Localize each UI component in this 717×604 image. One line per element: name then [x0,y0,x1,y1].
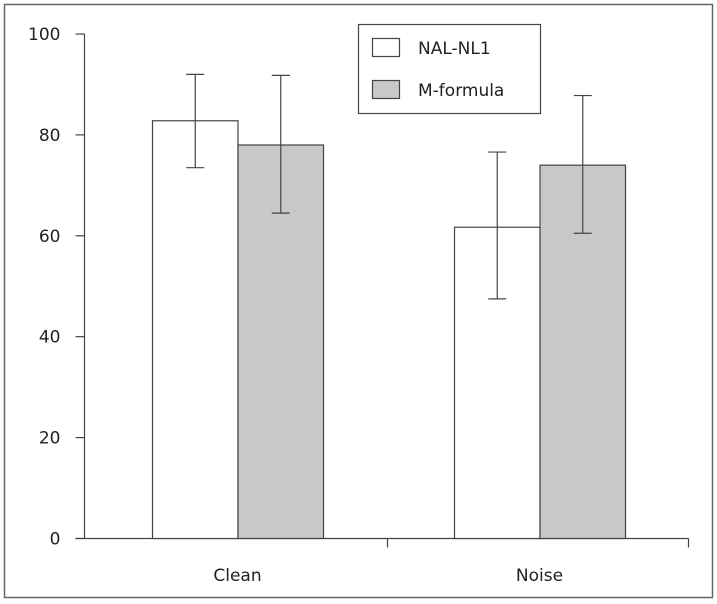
y-tick-label: 100 [28,25,60,45]
outer-frame [3,3,714,599]
x-tick-label: Noise [516,566,563,586]
y-tick-label: 20 [39,429,61,449]
y-tick-label: 0 [50,530,61,550]
y-tick-label: 40 [39,328,61,348]
legend-swatch [371,79,401,100]
bar-nal-nl1-clean [151,120,239,540]
y-tick-label: 80 [39,126,61,146]
legend-swatch [371,37,401,58]
legend-label: M-formula [418,81,504,101]
x-tick-label: Clean [213,566,261,586]
legend-label: NAL-NL1 [418,39,491,59]
y-tick-label: 60 [39,227,61,247]
